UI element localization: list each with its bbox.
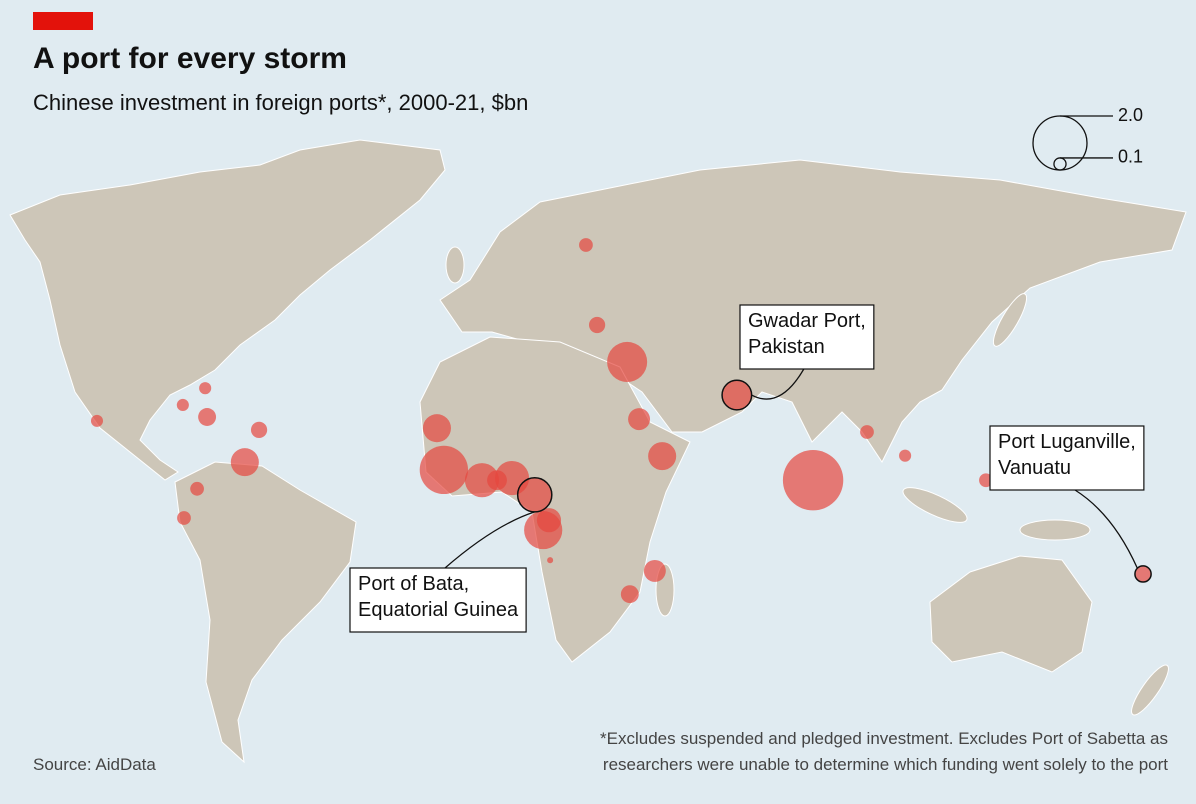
port-bubble xyxy=(250,421,268,438)
australia xyxy=(929,555,1093,673)
port-bubble xyxy=(422,414,451,443)
brand-bar xyxy=(33,12,93,30)
port-bubble xyxy=(199,382,212,395)
port-bubble xyxy=(620,585,639,604)
port-bubble xyxy=(90,414,104,427)
port-bubble xyxy=(979,473,993,488)
port-bubble xyxy=(782,450,844,511)
indonesia-west xyxy=(902,487,968,523)
port-bubble xyxy=(536,508,562,533)
north-america xyxy=(9,139,446,481)
port-bubble xyxy=(579,238,593,252)
port-bubble xyxy=(722,380,752,410)
annotation-text: Gwadar Port, xyxy=(748,310,866,332)
annotation-text: Vanuatu xyxy=(998,457,1071,479)
chart-subtitle: Chinese investment in foreign ports*, 20… xyxy=(33,90,528,115)
leader-line xyxy=(444,511,535,569)
annotation-text: Port Luganville, xyxy=(998,431,1136,453)
south-america xyxy=(174,461,357,764)
annotation-box xyxy=(989,425,1145,491)
size-legend-label: 2.0 xyxy=(1118,105,1143,125)
new-guinea xyxy=(1019,519,1091,541)
annotation: Port of Bata, Equatorial Guinea xyxy=(349,511,535,633)
size-legend-label: 0.1 xyxy=(1118,147,1143,167)
annotation-text: Equatorial Guinea xyxy=(358,599,519,621)
africa xyxy=(419,336,691,663)
port-bubble xyxy=(487,470,507,491)
japan xyxy=(992,293,1028,347)
britain xyxy=(445,246,465,284)
port-bubble xyxy=(176,398,189,411)
source: Source: AidData xyxy=(33,755,156,774)
port-bubble xyxy=(589,316,606,334)
footnote: *Excludes suspended and pledged investme… xyxy=(600,729,1168,748)
annotation-text: Pakistan xyxy=(748,336,825,358)
leader-line xyxy=(1074,489,1138,569)
highlight-ring xyxy=(516,477,553,513)
annotation-box xyxy=(739,304,875,370)
port-bubble xyxy=(899,449,912,462)
port-bubble xyxy=(198,408,217,426)
port-bubble xyxy=(464,463,500,498)
leader-line xyxy=(751,368,805,400)
chart-title: A port for every storm xyxy=(33,42,347,75)
port-bubble xyxy=(860,425,874,439)
port-bubble xyxy=(628,408,651,431)
highlight-ring xyxy=(1134,565,1152,583)
footnote: researchers were unable to determine whi… xyxy=(603,755,1168,774)
port-bubble xyxy=(177,511,191,525)
annotation-box xyxy=(349,567,527,633)
port-bubble xyxy=(190,481,204,496)
new-zealand xyxy=(1131,664,1169,716)
port-bubble xyxy=(547,557,554,564)
port-bubble xyxy=(419,445,469,495)
port-bubble xyxy=(607,341,648,382)
port-bubble xyxy=(648,442,677,471)
port-bubble xyxy=(643,559,666,582)
annotation: Port Luganville, Vanuatu xyxy=(989,425,1145,569)
port-bubble xyxy=(230,448,259,477)
port-bubble xyxy=(1134,565,1152,583)
annotation: Gwadar Port, Pakistan xyxy=(739,304,875,400)
annotation-text: Port of Bata, xyxy=(358,573,469,595)
